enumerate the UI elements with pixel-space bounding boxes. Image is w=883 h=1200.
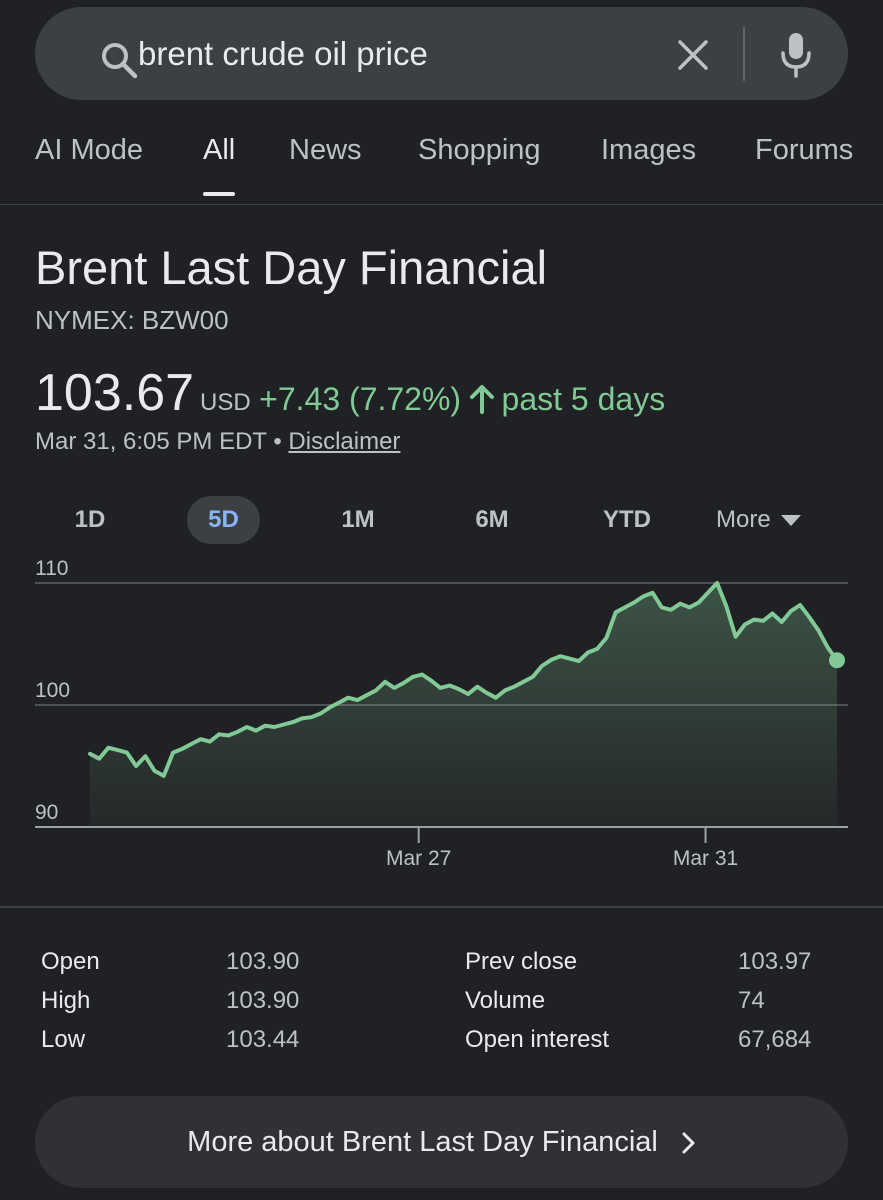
tab-news[interactable]: News <box>289 134 362 166</box>
mic-icon[interactable] <box>778 31 814 79</box>
stat-high-value: 103.90 <box>226 987 300 1014</box>
y-tick-label: 110 <box>35 560 68 580</box>
stat-open-label: Open <box>41 948 100 975</box>
section-divider <box>0 906 883 908</box>
search-input[interactable] <box>138 29 638 79</box>
tab-images[interactable]: Images <box>601 134 697 166</box>
more-about-button[interactable]: More about Brent Last Day Financial <box>35 1096 848 1188</box>
chart-series-line <box>88 581 839 778</box>
stat-low-value: 103.44 <box>226 1026 300 1053</box>
timestamp-separator: • <box>273 428 282 455</box>
y-tick-label: 90 <box>35 801 58 824</box>
stat-open-value: 103.90 <box>226 948 300 975</box>
active-tab-indicator <box>203 192 236 196</box>
stat-high-label: High <box>41 987 91 1014</box>
range-1m[interactable]: 1M <box>341 506 375 533</box>
search-bar[interactable] <box>35 7 848 100</box>
range-more-label: More <box>716 506 771 533</box>
tab-shopping[interactable]: Shopping <box>418 134 541 166</box>
price-row: 103.67 USD +7.43 (7.72%) past 5 days <box>35 363 665 423</box>
quote-timestamp: Mar 31, 6:05 PM EDT • Disclaimer <box>35 428 400 456</box>
stat-prev-close-value: 103.97 <box>738 948 812 975</box>
search-divider <box>743 27 745 81</box>
price-change: +7.43 (7.72%) <box>259 381 462 417</box>
caret-down-icon <box>780 514 801 526</box>
tab-all[interactable]: All <box>203 134 236 196</box>
x-tick-label: Mar 31 <box>673 847 738 870</box>
tab-ai-mode[interactable]: AI Mode <box>35 134 143 166</box>
current-price: 103.67 <box>35 364 195 422</box>
tab-forums[interactable]: Forums <box>755 134 854 166</box>
currency-label: USD <box>200 389 251 416</box>
search-tabs: AI Mode All News Shopping Images Forums <box>0 120 883 205</box>
range-ytd[interactable]: YTD <box>603 506 651 533</box>
arrow-up-icon <box>470 385 495 414</box>
range-5d[interactable]: 5D <box>187 496 260 544</box>
price-chart[interactable]: 110 100 90 Mar 27 Mar 31 <box>0 560 883 880</box>
stat-volume-value: 74 <box>738 987 765 1014</box>
change-period: past 5 days <box>501 381 666 417</box>
tab-all-label: All <box>203 134 236 166</box>
close-icon[interactable] <box>675 37 711 73</box>
range-more-dropdown[interactable]: More <box>716 496 801 544</box>
ticker-symbol: NYMEX: BZW00 <box>35 305 229 335</box>
more-about-label: More about Brent Last Day Financial <box>187 1126 658 1158</box>
chart-area-fill <box>90 583 837 827</box>
stat-low-label: Low <box>41 1026 86 1053</box>
stat-open-interest-value: 67,684 <box>738 1026 812 1053</box>
y-tick-label: 100 <box>35 679 70 702</box>
timestamp-text: Mar 31, 6:05 PM EDT <box>35 428 267 455</box>
stat-open-interest-label: Open interest <box>465 1026 610 1053</box>
range-6m[interactable]: 6M <box>475 506 509 533</box>
stat-prev-close-label: Prev close <box>465 948 578 975</box>
quote-title: Brent Last Day Financial <box>35 241 548 294</box>
disclaimer-link[interactable]: Disclaimer <box>288 428 401 455</box>
search-icon[interactable] <box>99 40 139 80</box>
range-1d[interactable]: 1D <box>74 506 106 533</box>
chart-last-point <box>829 652 845 669</box>
stat-volume-label: Volume <box>465 987 546 1014</box>
x-tick-label: Mar 27 <box>386 847 451 870</box>
chevron-right-icon <box>682 1132 695 1154</box>
